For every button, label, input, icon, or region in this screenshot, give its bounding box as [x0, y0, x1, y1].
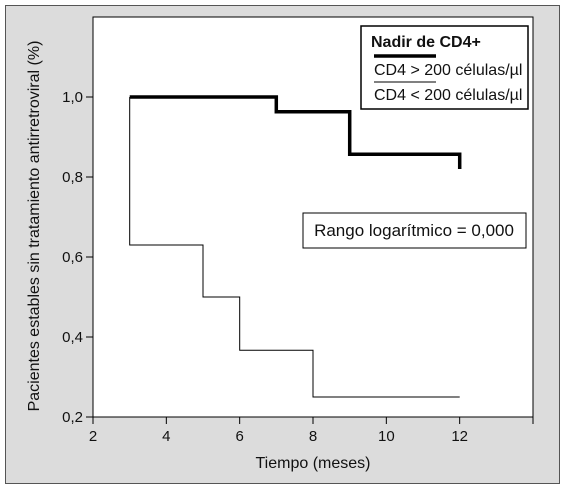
x-tick-label: 12: [451, 428, 468, 445]
x-tick-label: 2: [89, 428, 97, 445]
y-tick-label: 0,6: [62, 249, 83, 266]
series-line-cd4-high: [129, 95, 462, 169]
x-tick-label: 8: [309, 428, 317, 445]
series-line-cd4-low: [129, 97, 460, 398]
y-tick-label: 0,8: [62, 169, 83, 186]
x-tick-label: 10: [378, 428, 395, 445]
legend: Nadir de CD4+ CD4 > 200 células/µl CD4 <…: [360, 25, 529, 110]
annotation-box: [302, 212, 527, 249]
x-tick-label: 6: [235, 428, 243, 445]
y-tick-label: 0,2: [62, 409, 83, 426]
y-tick-label: 0,4: [62, 329, 83, 346]
axis-ticks: 2 4 6 8 10 12 0,2 0,4 0,6 0,8 1,0: [62, 89, 534, 445]
legend-label-low: CD4 < 200 células/µl: [374, 87, 522, 104]
legend-title: Nadir de CD4+: [371, 34, 481, 51]
y-axis-label: Pacientes estables sin tratamiento antir…: [26, 41, 43, 412]
annotation: Rango logarítmico = 0,000: [302, 212, 527, 249]
legend-label-high: CD4 > 200 células/µl: [374, 62, 522, 79]
annotation-text: Rango logarítmico = 0,000: [314, 221, 514, 240]
legend-box: [360, 25, 529, 110]
series-layer: [129, 95, 462, 398]
x-axis-label: Tiempo (meses): [256, 455, 371, 472]
x-tick-label: 4: [162, 428, 170, 445]
y-tick-label: 1,0: [62, 89, 83, 106]
